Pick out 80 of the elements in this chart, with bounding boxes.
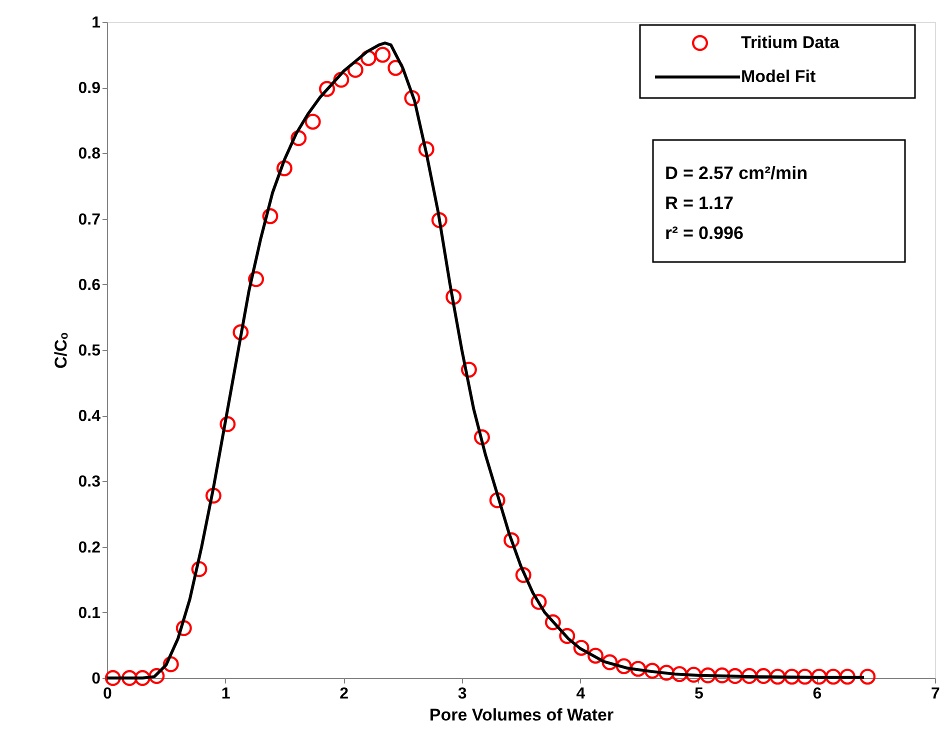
point bbox=[232, 324, 249, 340]
point bbox=[360, 50, 376, 66]
y-tick-label: 0 bbox=[92, 670, 101, 688]
point bbox=[630, 660, 646, 677]
x-tick-label: 0 bbox=[103, 686, 112, 702]
x-tick-label: 7 bbox=[931, 686, 940, 702]
point bbox=[489, 492, 506, 508]
annotation: r² = 0.996 bbox=[665, 223, 744, 243]
y-tick-label: 0.7 bbox=[78, 211, 101, 228]
point bbox=[162, 656, 179, 672]
point bbox=[333, 72, 350, 88]
point bbox=[388, 60, 404, 76]
y-tick-label: 0.8 bbox=[78, 146, 101, 163]
point bbox=[860, 668, 876, 685]
point bbox=[431, 212, 448, 228]
point bbox=[220, 416, 236, 432]
x-tick-label: 6 bbox=[812, 686, 822, 702]
point bbox=[588, 648, 604, 664]
point bbox=[276, 160, 292, 176]
point bbox=[741, 668, 758, 684]
x-tick-label: 3 bbox=[458, 686, 467, 702]
point bbox=[474, 429, 490, 446]
point bbox=[602, 654, 618, 670]
annotation: D = 2.57 cm²/min bbox=[665, 163, 808, 183]
point bbox=[460, 362, 477, 378]
point bbox=[418, 141, 434, 158]
point bbox=[644, 662, 660, 679]
y-tick-label: 0.1 bbox=[78, 604, 101, 622]
annotation: R = 1.17 bbox=[665, 193, 734, 213]
point bbox=[658, 664, 674, 681]
point bbox=[504, 532, 520, 548]
y-tick-label: 0.9 bbox=[78, 80, 101, 98]
x-tick-label: 4 bbox=[576, 686, 586, 702]
point bbox=[714, 667, 730, 684]
point bbox=[446, 288, 462, 305]
point bbox=[191, 561, 208, 578]
y-tick-label: 1 bbox=[92, 14, 101, 32]
point bbox=[290, 130, 307, 146]
y-axis-title: C/Cₒ bbox=[51, 332, 70, 369]
point bbox=[755, 668, 772, 684]
x-tick-label: 2 bbox=[340, 686, 349, 702]
x-axis-title: Pore Volumes of Water bbox=[429, 706, 614, 724]
y-tick-label: 0.6 bbox=[78, 276, 101, 294]
legend-label: Tritium Data bbox=[741, 33, 840, 52]
point bbox=[134, 670, 150, 686]
point bbox=[825, 668, 842, 685]
point bbox=[347, 62, 364, 78]
point bbox=[784, 668, 800, 685]
point bbox=[700, 667, 716, 684]
point bbox=[839, 668, 856, 685]
point bbox=[148, 668, 165, 684]
point bbox=[811, 668, 828, 685]
point bbox=[319, 80, 336, 97]
point bbox=[248, 271, 264, 288]
point bbox=[304, 114, 321, 130]
point bbox=[796, 668, 813, 685]
point bbox=[530, 594, 547, 610]
point bbox=[121, 670, 138, 686]
point bbox=[515, 567, 532, 583]
point bbox=[374, 46, 391, 63]
point bbox=[104, 670, 121, 686]
x-tick-label: 1 bbox=[221, 686, 230, 702]
point bbox=[770, 668, 786, 685]
point bbox=[205, 488, 222, 504]
point bbox=[727, 668, 744, 684]
x-tick-label: 5 bbox=[694, 686, 704, 702]
point bbox=[262, 208, 278, 224]
y-tick-label: 0.3 bbox=[78, 474, 101, 491]
point bbox=[616, 658, 632, 674]
point bbox=[686, 666, 702, 683]
y-tick-label: 0.4 bbox=[78, 408, 101, 426]
point bbox=[672, 666, 688, 682]
point bbox=[176, 620, 192, 636]
legend-label: Model Fit bbox=[741, 67, 816, 86]
point bbox=[404, 90, 420, 106]
point bbox=[573, 640, 590, 656]
point bbox=[544, 614, 561, 630]
y-tick-label: 0.2 bbox=[78, 539, 101, 556]
y-tick-label: 0.5 bbox=[78, 342, 101, 360]
point bbox=[559, 628, 576, 644]
